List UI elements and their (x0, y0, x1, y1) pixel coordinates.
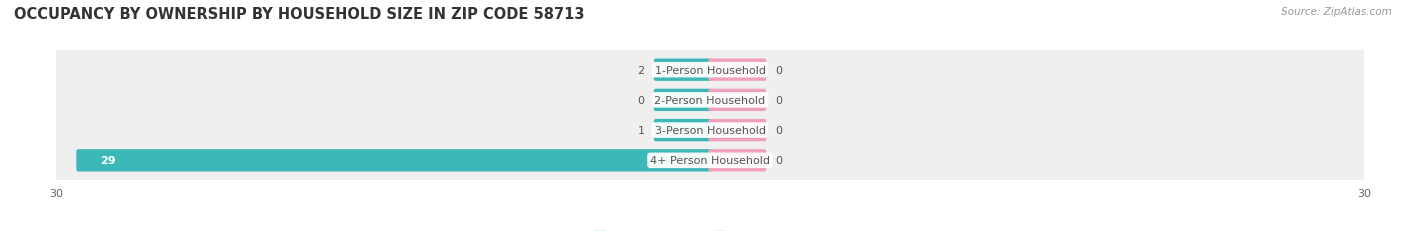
FancyBboxPatch shape (76, 149, 711, 172)
FancyBboxPatch shape (709, 149, 766, 172)
FancyBboxPatch shape (53, 81, 1367, 120)
FancyBboxPatch shape (654, 59, 711, 82)
FancyBboxPatch shape (53, 51, 1367, 90)
FancyBboxPatch shape (709, 119, 766, 142)
Text: 2: 2 (637, 65, 644, 75)
Text: OCCUPANCY BY OWNERSHIP BY HOUSEHOLD SIZE IN ZIP CODE 58713: OCCUPANCY BY OWNERSHIP BY HOUSEHOLD SIZE… (14, 7, 585, 22)
Text: 0: 0 (776, 126, 782, 136)
FancyBboxPatch shape (709, 89, 766, 112)
Text: 0: 0 (638, 95, 644, 105)
Text: 3-Person Household: 3-Person Household (655, 126, 765, 136)
FancyBboxPatch shape (654, 89, 711, 112)
FancyBboxPatch shape (654, 119, 711, 142)
FancyBboxPatch shape (709, 59, 766, 82)
Text: 29: 29 (100, 156, 115, 166)
FancyBboxPatch shape (53, 141, 1367, 180)
Text: Source: ZipAtlas.com: Source: ZipAtlas.com (1281, 7, 1392, 17)
Text: 1: 1 (638, 126, 644, 136)
Text: 0: 0 (776, 95, 782, 105)
FancyBboxPatch shape (53, 111, 1367, 150)
Text: 0: 0 (776, 156, 782, 166)
Text: 2-Person Household: 2-Person Household (654, 95, 766, 105)
Text: 4+ Person Household: 4+ Person Household (650, 156, 770, 166)
Text: 1-Person Household: 1-Person Household (655, 65, 765, 75)
Legend: Owner-occupied, Renter-occupied: Owner-occupied, Renter-occupied (589, 227, 831, 231)
Text: 0: 0 (776, 65, 782, 75)
